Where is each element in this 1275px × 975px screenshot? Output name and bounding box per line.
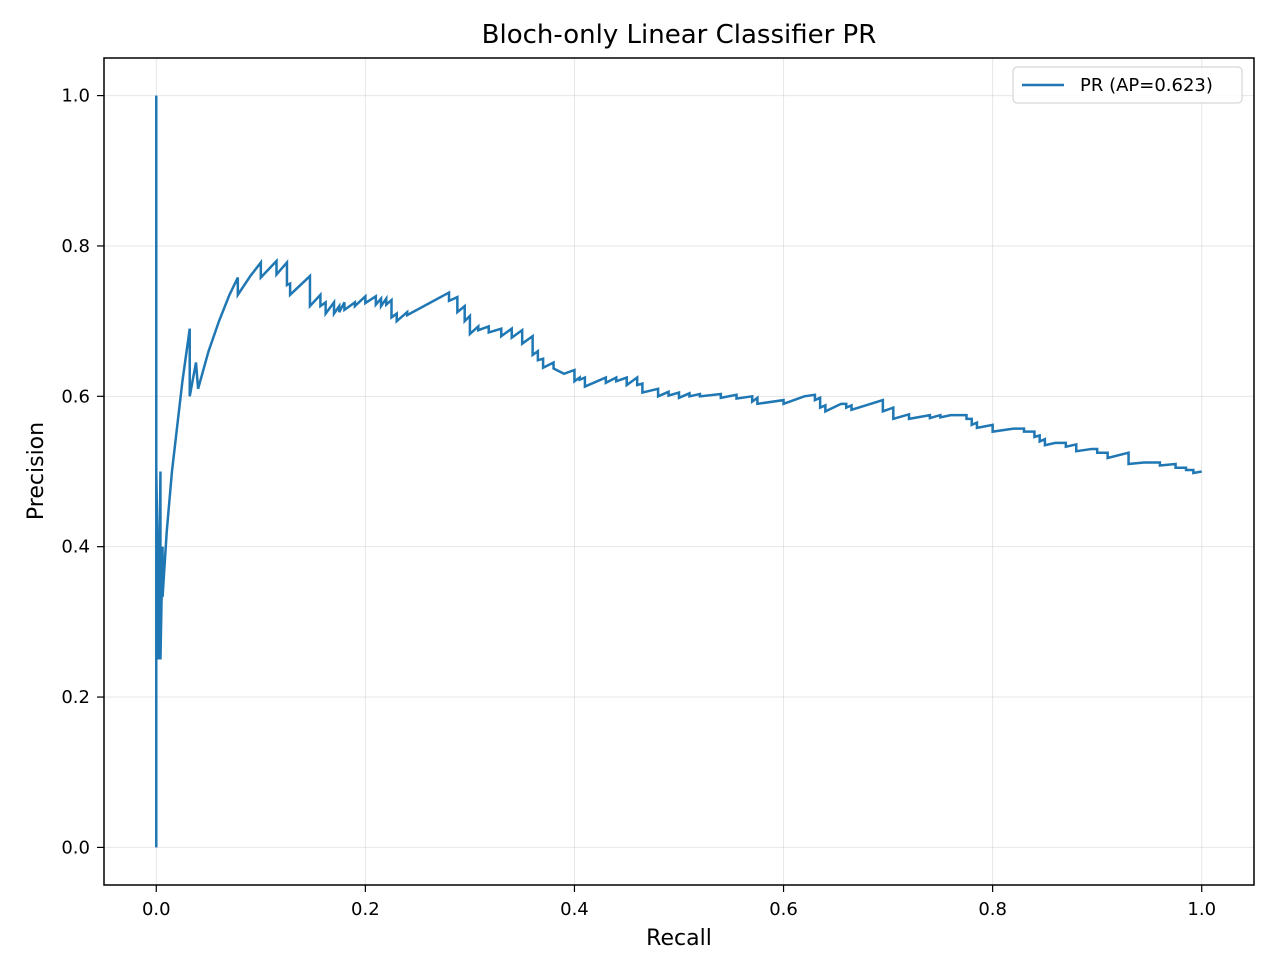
x-tick-label: 1.0 xyxy=(1187,899,1216,920)
x-axis-label: Recall xyxy=(646,926,712,951)
pr-curve-line xyxy=(155,95,1202,848)
chart-title: Bloch-only Linear Classifier PR xyxy=(482,20,877,50)
y-tick-label: 0.8 xyxy=(61,236,90,257)
y-tick-label: 1.0 xyxy=(61,86,90,107)
x-tick-label: 0.2 xyxy=(351,899,380,920)
y-tick-label: 0.2 xyxy=(61,687,90,708)
legend: PR (AP=0.623) xyxy=(1012,66,1243,104)
legend-box xyxy=(1012,66,1243,104)
series-layer xyxy=(155,95,1202,848)
x-tick-label: 0.6 xyxy=(769,899,798,920)
x-tick-label: 0.4 xyxy=(560,899,589,920)
ticks: 0.0 0.2 0.4 0.6 0.8 1.0 0.0 0.2 0.4 0.6 0.8 1.0 xyxy=(61,86,1216,920)
y-tick-label: 0.6 xyxy=(61,386,90,407)
y-tick-label: 0.0 xyxy=(61,837,90,858)
plot-frame xyxy=(103,57,1255,886)
y-axis-label: Precision xyxy=(24,422,49,520)
x-tick-label: 0.8 xyxy=(978,899,1007,920)
legend-label: PR (AP=0.623) xyxy=(1080,75,1213,96)
x-tick-label: 0.0 xyxy=(142,899,171,920)
y-tick-label: 0.4 xyxy=(61,537,90,558)
